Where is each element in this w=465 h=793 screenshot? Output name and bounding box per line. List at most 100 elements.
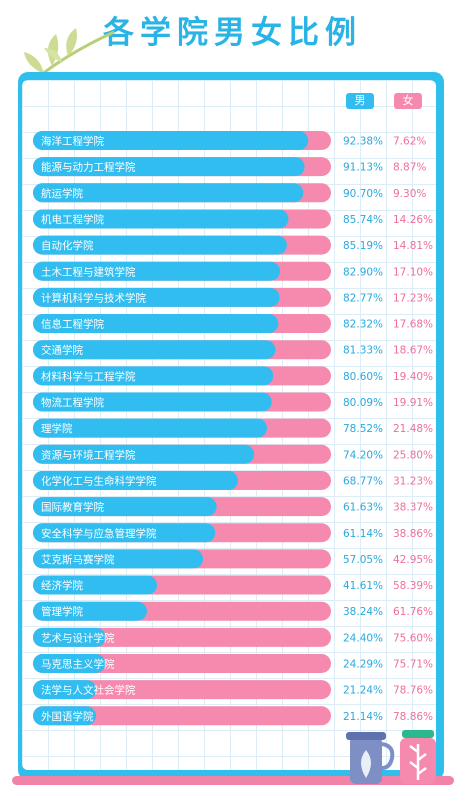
bar-row: 航运学院 90.70% 9.30% [33, 183, 426, 203]
category-label: 理学院 [41, 422, 73, 435]
bar-male [33, 654, 106, 673]
male-value-label: 82.77% [343, 292, 383, 304]
male-value-label: 74.20% [343, 449, 383, 461]
bar-row: 交通学院 81.33% 18.67% [33, 340, 433, 360]
bar-male [33, 340, 276, 360]
bar-male [33, 314, 279, 334]
bar-male [33, 627, 106, 647]
male-value-label: 41.61% [343, 580, 383, 592]
female-value-label: 61.76% [393, 606, 433, 618]
legend-female: 女 [394, 93, 422, 109]
female-value-label: 7.62% [393, 136, 426, 148]
bar-row: 材料科学与工程学院 80.60% 19.40% [33, 366, 433, 386]
bar-male [33, 157, 305, 177]
category-label: 国际教育学院 [41, 501, 104, 514]
category-label: 计算机科学与技术学院 [41, 291, 146, 304]
female-value-label: 78.86% [393, 711, 433, 723]
bar-row: 物流工程学院 80.09% 19.91% [33, 392, 433, 412]
male-value-label: 78.52% [343, 423, 383, 435]
bar-male [33, 523, 216, 543]
bar-male [33, 418, 267, 438]
bar-male [33, 261, 281, 281]
bar-row: 化学化工与生命科学学院 68.77% 31.23% [33, 470, 433, 490]
female-value-label: 75.60% [393, 632, 433, 644]
female-value-label: 21.48% [393, 423, 433, 435]
chart-title: 各学院男女比例 [103, 15, 362, 51]
category-label: 机电工程学院 [41, 213, 104, 226]
male-value-label: 82.32% [343, 319, 383, 331]
bar-male [33, 575, 157, 595]
female-value-label: 14.26% [393, 214, 433, 226]
bar-male [33, 392, 272, 412]
bar-row: 理学院 78.52% 21.48% [33, 418, 433, 438]
male-value-label: 85.19% [343, 240, 383, 252]
jar-icon [400, 730, 436, 784]
category-label: 艺术与设计学院 [41, 631, 115, 644]
category-label: 土木工程与建筑学院 [41, 265, 136, 278]
pitcher-icon [346, 732, 395, 784]
category-label: 信息工程学院 [41, 318, 104, 331]
male-value-label: 80.09% [343, 397, 383, 409]
bar-male [33, 183, 304, 203]
category-label: 物流工程学院 [41, 396, 104, 409]
category-label: 材料科学与工程学院 [41, 370, 136, 383]
female-value-label: 78.76% [393, 685, 433, 697]
bar-row: 管理学院 38.24% 61.76% [33, 601, 433, 621]
male-value-label: 38.24% [343, 606, 383, 618]
female-value-label: 8.87% [393, 162, 426, 174]
male-value-label: 24.40% [343, 632, 383, 644]
bar-female [33, 680, 331, 700]
female-value-label: 19.40% [393, 371, 433, 383]
bar-row: 资源与环境工程学院 74.20% 25.80% [33, 444, 433, 464]
category-label: 安全科学与应急管理学院 [41, 527, 157, 540]
female-value-label: 17.68% [393, 319, 433, 331]
bar-row: 土木工程与建筑学院 82.90% 17.10% [33, 261, 433, 281]
category-label: 海洋工程学院 [41, 135, 104, 148]
female-value-label: 9.30% [393, 188, 426, 200]
bottom-strip [12, 776, 454, 785]
category-label: 外国语学院 [41, 710, 94, 723]
female-value-label: 38.86% [393, 528, 433, 540]
bar-row: 信息工程学院 82.32% 17.68% [33, 314, 433, 334]
category-label: 自动化学院 [41, 239, 94, 252]
male-value-label: 92.38% [343, 136, 383, 148]
female-value-label: 42.95% [393, 554, 433, 566]
bar-row: 安全科学与应急管理学院 61.14% 38.86% [33, 523, 433, 543]
bar-male [33, 366, 274, 386]
bar-male [33, 235, 287, 255]
bar-row: 自动化学院 85.19% 14.81% [33, 235, 433, 255]
bar-male [33, 680, 97, 700]
bar-row: 艺术与设计学院 24.40% 75.60% [33, 627, 433, 647]
bar-female [33, 654, 331, 673]
category-label: 交通学院 [41, 344, 83, 357]
bar-row: 经济学院 41.61% 58.39% [33, 575, 433, 595]
bar-row: 海洋工程学院 92.38% 7.62% [33, 131, 426, 150]
category-label: 航运学院 [41, 187, 83, 200]
male-value-label: 68.77% [343, 475, 383, 487]
female-value-label: 17.23% [393, 292, 433, 304]
category-label: 资源与环境工程学院 [41, 448, 136, 461]
male-value-label: 85.74% [343, 214, 383, 226]
male-value-label: 80.60% [343, 371, 383, 383]
bar-male [33, 470, 238, 490]
male-value-label: 82.90% [343, 266, 383, 278]
female-value-label: 38.37% [393, 502, 433, 514]
category-label: 马克思主义学院 [41, 658, 115, 671]
bar-row: 法学与人文社会学院 21.24% 78.76% [33, 680, 433, 700]
bar-female [33, 627, 331, 647]
bar-male [33, 287, 280, 307]
category-label: 管理学院 [41, 605, 83, 618]
male-value-label: 90.70% [343, 188, 383, 200]
bar-male [33, 549, 204, 569]
category-label: 艾克斯马赛学院 [41, 553, 115, 566]
male-value-label: 57.05% [343, 554, 383, 566]
bar-row: 马克思主义学院 24.29% 75.71% [33, 654, 433, 673]
bar-row: 艾克斯马赛学院 57.05% 42.95% [33, 549, 433, 569]
legend-male: 男 [346, 93, 374, 109]
female-value-label: 31.23% [393, 475, 433, 487]
male-value-label: 24.29% [343, 659, 383, 671]
female-value-label: 14.81% [393, 240, 433, 252]
bar-male [33, 497, 217, 517]
female-value-label: 19.91% [393, 397, 433, 409]
